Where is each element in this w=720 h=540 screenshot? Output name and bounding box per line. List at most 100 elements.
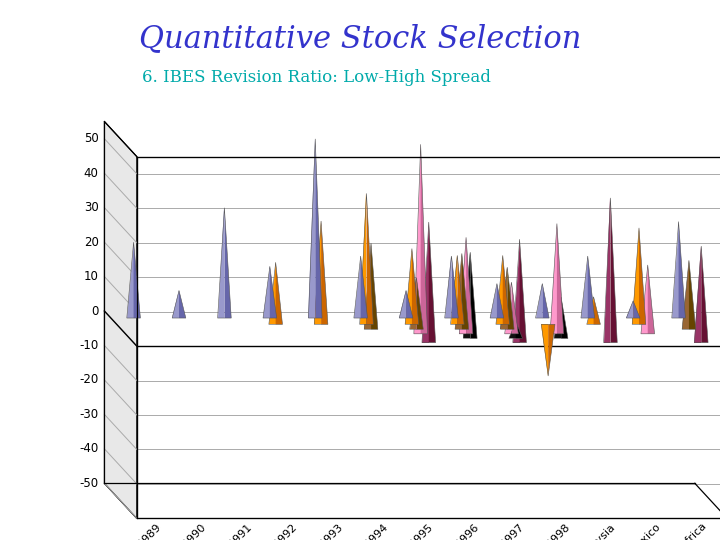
Polygon shape [561,297,568,339]
Polygon shape [412,248,419,325]
Polygon shape [134,242,140,318]
Polygon shape [429,222,436,342]
Polygon shape [455,253,462,329]
Polygon shape [308,139,315,318]
Polygon shape [315,139,322,318]
Text: -20: -20 [79,374,99,387]
Polygon shape [321,221,328,325]
Polygon shape [225,208,231,318]
Polygon shape [536,284,542,318]
Polygon shape [179,291,186,318]
Polygon shape [462,253,469,329]
Polygon shape [641,265,648,334]
Polygon shape [451,255,457,325]
Polygon shape [633,301,640,318]
Polygon shape [414,144,420,334]
Polygon shape [513,239,520,342]
Polygon shape [500,267,508,329]
Text: 1995: 1995 [408,521,436,540]
Polygon shape [497,284,504,318]
Polygon shape [520,239,526,342]
Polygon shape [672,221,678,318]
Polygon shape [360,193,366,325]
Polygon shape [587,297,593,325]
Polygon shape [581,256,588,318]
Polygon shape [541,325,548,376]
Polygon shape [217,208,225,318]
Polygon shape [422,222,429,342]
Text: 50: 50 [84,132,99,145]
Text: South Africa: South Africa [653,521,708,540]
Polygon shape [689,260,696,329]
Polygon shape [682,260,689,329]
Polygon shape [172,291,179,318]
Polygon shape [503,255,510,325]
Polygon shape [603,198,611,342]
Polygon shape [366,193,373,325]
Polygon shape [588,256,595,318]
Polygon shape [371,243,378,329]
Polygon shape [314,221,321,325]
Text: 10: 10 [84,270,99,283]
Polygon shape [104,483,720,518]
Polygon shape [451,256,459,318]
Text: 6. IBES Revision Ratio: Low-High Spread: 6. IBES Revision Ratio: Low-High Spread [143,70,491,86]
Text: 30: 30 [84,201,99,214]
Polygon shape [400,291,406,318]
Text: Quantitative Stock Selection: Quantitative Stock Selection [139,23,581,54]
Text: 1998: 1998 [545,521,572,540]
Polygon shape [420,144,428,334]
Polygon shape [505,282,511,334]
Polygon shape [490,284,497,318]
Text: 20: 20 [84,235,99,248]
Polygon shape [445,256,451,318]
Polygon shape [639,228,646,325]
Polygon shape [611,198,617,342]
Text: 1997: 1997 [499,521,526,540]
Text: Mexico: Mexico [628,521,662,540]
Text: -50: -50 [79,477,99,490]
Polygon shape [354,256,361,318]
Polygon shape [509,321,516,339]
Text: 1992: 1992 [272,521,300,540]
Text: -10: -10 [79,339,99,352]
Polygon shape [137,157,720,518]
Polygon shape [405,248,412,325]
Polygon shape [678,221,685,318]
Polygon shape [508,267,514,329]
Polygon shape [593,297,600,325]
Text: 1989: 1989 [136,521,163,540]
Polygon shape [361,256,367,318]
Text: 1991: 1991 [227,521,254,540]
Polygon shape [496,255,503,325]
Text: 1993: 1993 [318,521,345,540]
Text: 1994: 1994 [363,521,390,540]
Polygon shape [701,246,708,342]
Text: 40: 40 [84,167,99,180]
Polygon shape [464,252,470,339]
Polygon shape [269,262,276,325]
Polygon shape [632,228,639,325]
Polygon shape [516,321,523,339]
Polygon shape [276,262,282,325]
Polygon shape [127,242,134,318]
Polygon shape [470,252,477,339]
Polygon shape [648,265,654,334]
Text: -30: -30 [79,408,99,421]
Polygon shape [554,297,561,339]
Polygon shape [626,301,633,318]
Polygon shape [364,243,371,329]
Polygon shape [459,238,466,334]
Polygon shape [270,266,276,318]
Polygon shape [263,266,270,318]
Polygon shape [466,238,473,334]
Polygon shape [542,284,549,318]
Text: 1996: 1996 [454,521,481,540]
Polygon shape [457,255,464,325]
Polygon shape [550,224,557,334]
Polygon shape [511,282,518,334]
Polygon shape [695,246,701,342]
Text: -40: -40 [79,442,99,455]
Text: 1990: 1990 [181,521,209,540]
Polygon shape [410,278,416,329]
